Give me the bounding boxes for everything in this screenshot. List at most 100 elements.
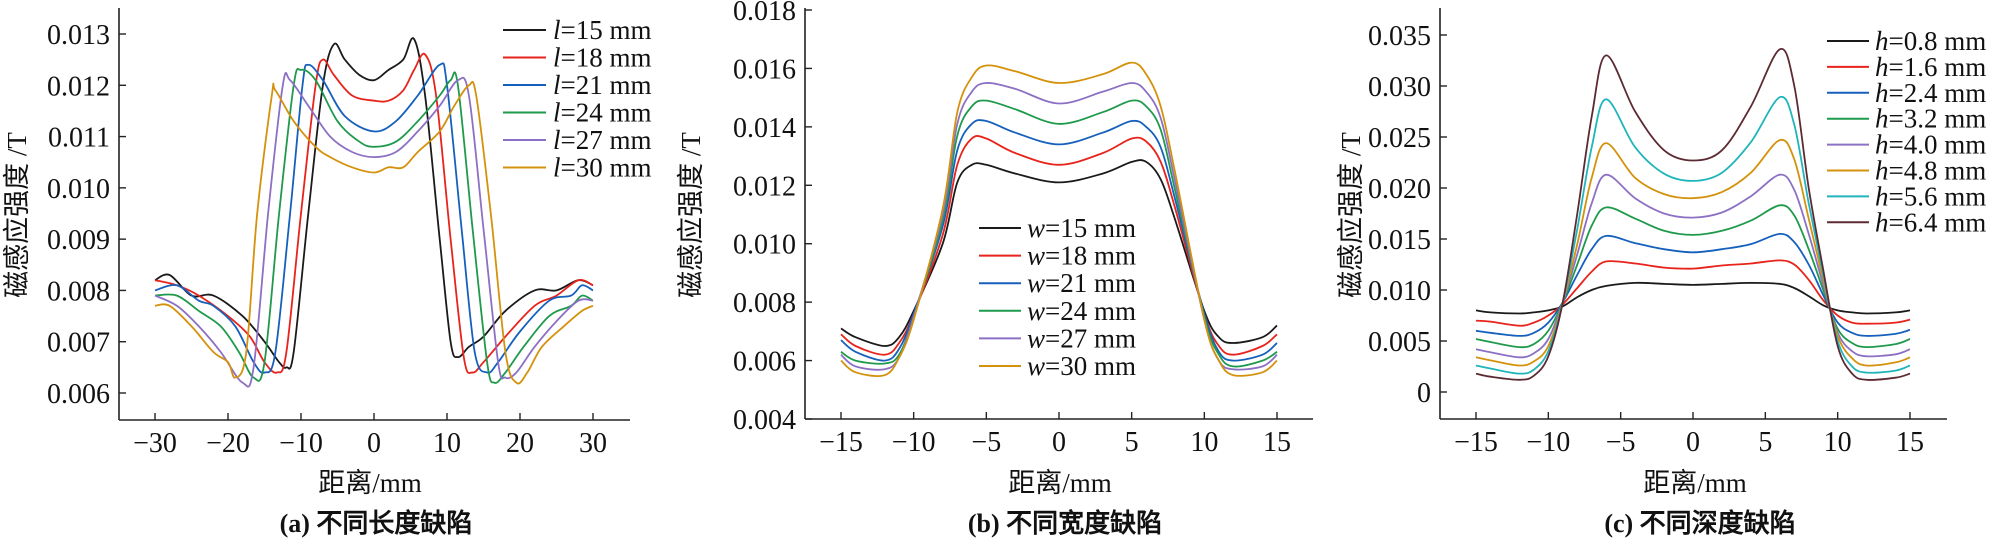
y-tick-label: 0.014 bbox=[733, 113, 796, 144]
legend-label: h=6.4 mm bbox=[1875, 207, 1986, 237]
legend-variable: w bbox=[1027, 323, 1045, 353]
legend-value: =27 mm bbox=[561, 125, 652, 155]
x-axis-label: 距离/mm bbox=[1643, 468, 1747, 498]
series-line-h-0.8-mm bbox=[1475, 281, 1911, 315]
legend-variable: h bbox=[1875, 52, 1889, 82]
panel-caption: (c) 不同深度缺陷 bbox=[1604, 508, 1795, 538]
legend-label: h=0.8 mm bbox=[1875, 26, 1986, 56]
chart-panel-b: 0.004 0.006 0.008 0.010 0.012 0.014 0.016 0.018… bbox=[676, 0, 1313, 538]
legend-value: =27 mm bbox=[1045, 323, 1136, 353]
legend-value: =24 mm bbox=[1045, 296, 1136, 326]
x-tick-label: −10 bbox=[1526, 427, 1570, 458]
x-tick-label: 10 bbox=[1824, 427, 1852, 458]
x-tick-label: 15 bbox=[1263, 427, 1291, 458]
y-tick-label: 0.007 bbox=[47, 328, 110, 359]
y-tick-label: 0.016 bbox=[733, 54, 796, 85]
legend-value: =3.2 mm bbox=[1889, 104, 1987, 134]
x-tick-label: −5 bbox=[971, 427, 1001, 458]
legend-label: h=5.6 mm bbox=[1875, 181, 1986, 211]
y-tick-label: 0.005 bbox=[1368, 327, 1431, 358]
legend-label: l=24 mm bbox=[553, 98, 652, 128]
y-tick-label: 0.010 bbox=[1368, 276, 1431, 307]
legend-value: =4.0 mm bbox=[1889, 130, 1987, 160]
series-line-h-6.4-mm bbox=[1475, 48, 1911, 381]
y-tick-label: 0.008 bbox=[47, 276, 110, 307]
legend-value: =30 mm bbox=[1045, 351, 1136, 381]
chart-panel-a: 0.006 0.007 0.008 0.009 0.010 0.011 0.012 0.013… bbox=[2, 8, 652, 538]
legend-variable: h bbox=[1875, 207, 1889, 237]
legend-value: =5.6 mm bbox=[1889, 181, 1987, 211]
legend-variable: h bbox=[1875, 156, 1889, 186]
legend-value: =30 mm bbox=[561, 153, 652, 183]
y-tick-label: 0.009 bbox=[47, 225, 110, 256]
legend-variable: w bbox=[1027, 213, 1045, 243]
legend-label: h=3.2 mm bbox=[1875, 104, 1986, 134]
legend-label: h=4.8 mm bbox=[1875, 156, 1986, 186]
series-line-h-3.2-mm bbox=[1475, 204, 1911, 349]
x-tick-label: −10 bbox=[892, 427, 936, 458]
legend-label: l=30 mm bbox=[553, 153, 652, 183]
series-line-h-2.4-mm bbox=[1475, 232, 1911, 337]
legend-label: l=21 mm bbox=[553, 70, 652, 100]
legend-variable: w bbox=[1027, 241, 1045, 271]
y-tick-label: 0.012 bbox=[47, 71, 110, 102]
legend-label: w=24 mm bbox=[1027, 296, 1136, 326]
panel-caption: (a) 不同长度缺陷 bbox=[280, 508, 473, 538]
legend-variable: h bbox=[1875, 26, 1889, 56]
series-line-l-15-mm bbox=[154, 37, 594, 370]
y-axis-label: 磁感应强度 /T bbox=[2, 132, 32, 298]
legend-label: h=4.0 mm bbox=[1875, 130, 1986, 160]
legend-variable: w bbox=[1027, 296, 1045, 326]
x-tick-label: 30 bbox=[579, 428, 607, 459]
series-line-l-30-mm bbox=[154, 80, 594, 385]
x-tick-label: −15 bbox=[1454, 427, 1498, 458]
y-tick-label: 0.010 bbox=[733, 230, 796, 261]
x-tick-label: −15 bbox=[819, 427, 863, 458]
legend-label: h=2.4 mm bbox=[1875, 78, 1986, 108]
legend-variable: l bbox=[553, 98, 561, 128]
y-tick-label: 0.015 bbox=[1368, 225, 1431, 256]
legend-value: =4.8 mm bbox=[1889, 156, 1987, 186]
legend-variable: h bbox=[1875, 78, 1889, 108]
legend-value: =15 mm bbox=[1045, 213, 1136, 243]
legend-label: w=21 mm bbox=[1027, 268, 1136, 298]
y-tick-label: 0.011 bbox=[48, 123, 110, 154]
series-line-h-5.6-mm bbox=[1475, 95, 1911, 375]
series-line-l-24-mm bbox=[154, 67, 594, 384]
legend-value: =18 mm bbox=[561, 43, 652, 73]
legend-variable: w bbox=[1027, 351, 1045, 381]
legend-label: l=15 mm bbox=[553, 15, 652, 45]
y-tick-label: 0.025 bbox=[1368, 123, 1431, 154]
y-tick-label: 0.006 bbox=[47, 379, 110, 410]
legend-value: =15 mm bbox=[561, 15, 652, 45]
series-line-w-15-mm bbox=[840, 159, 1278, 347]
legend-value: =6.4 mm bbox=[1889, 207, 1987, 237]
legend-variable: l bbox=[553, 15, 561, 45]
legend-variable: h bbox=[1875, 130, 1889, 160]
series-line-l-27-mm bbox=[154, 72, 594, 388]
legend-value: =0.8 mm bbox=[1889, 26, 1987, 56]
legend-label: l=18 mm bbox=[553, 43, 652, 73]
legend-variable: h bbox=[1875, 181, 1889, 211]
legend-value: =21 mm bbox=[1045, 268, 1136, 298]
x-tick-label: 0 bbox=[1686, 427, 1700, 458]
y-tick-label: 0.004 bbox=[733, 405, 796, 436]
y-tick-label: 0.013 bbox=[47, 20, 110, 51]
x-tick-label: −20 bbox=[206, 428, 250, 459]
y-tick-label: 0.008 bbox=[733, 288, 796, 319]
x-tick-label: 15 bbox=[1896, 427, 1924, 458]
legend-variable: w bbox=[1027, 268, 1045, 298]
y-tick-label: 0 bbox=[1417, 378, 1431, 409]
x-tick-label: 5 bbox=[1125, 427, 1139, 458]
legend-variable: l bbox=[553, 70, 561, 100]
x-tick-label: −10 bbox=[279, 428, 323, 459]
legend-value: =1.6 mm bbox=[1889, 52, 1987, 82]
y-axis-label: 磁感应强度 /T bbox=[676, 132, 706, 298]
y-tick-label: 0.030 bbox=[1368, 72, 1431, 103]
legend-label: w=15 mm bbox=[1027, 213, 1136, 243]
x-tick-label: 5 bbox=[1758, 427, 1772, 458]
y-tick-label: 0.035 bbox=[1368, 21, 1431, 52]
chart-panel-c: 00.0050.0100.0150.0200.0250.0300.035−15−… bbox=[1336, 8, 1986, 538]
panel-caption: (b) 不同宽度缺陷 bbox=[968, 508, 1162, 538]
